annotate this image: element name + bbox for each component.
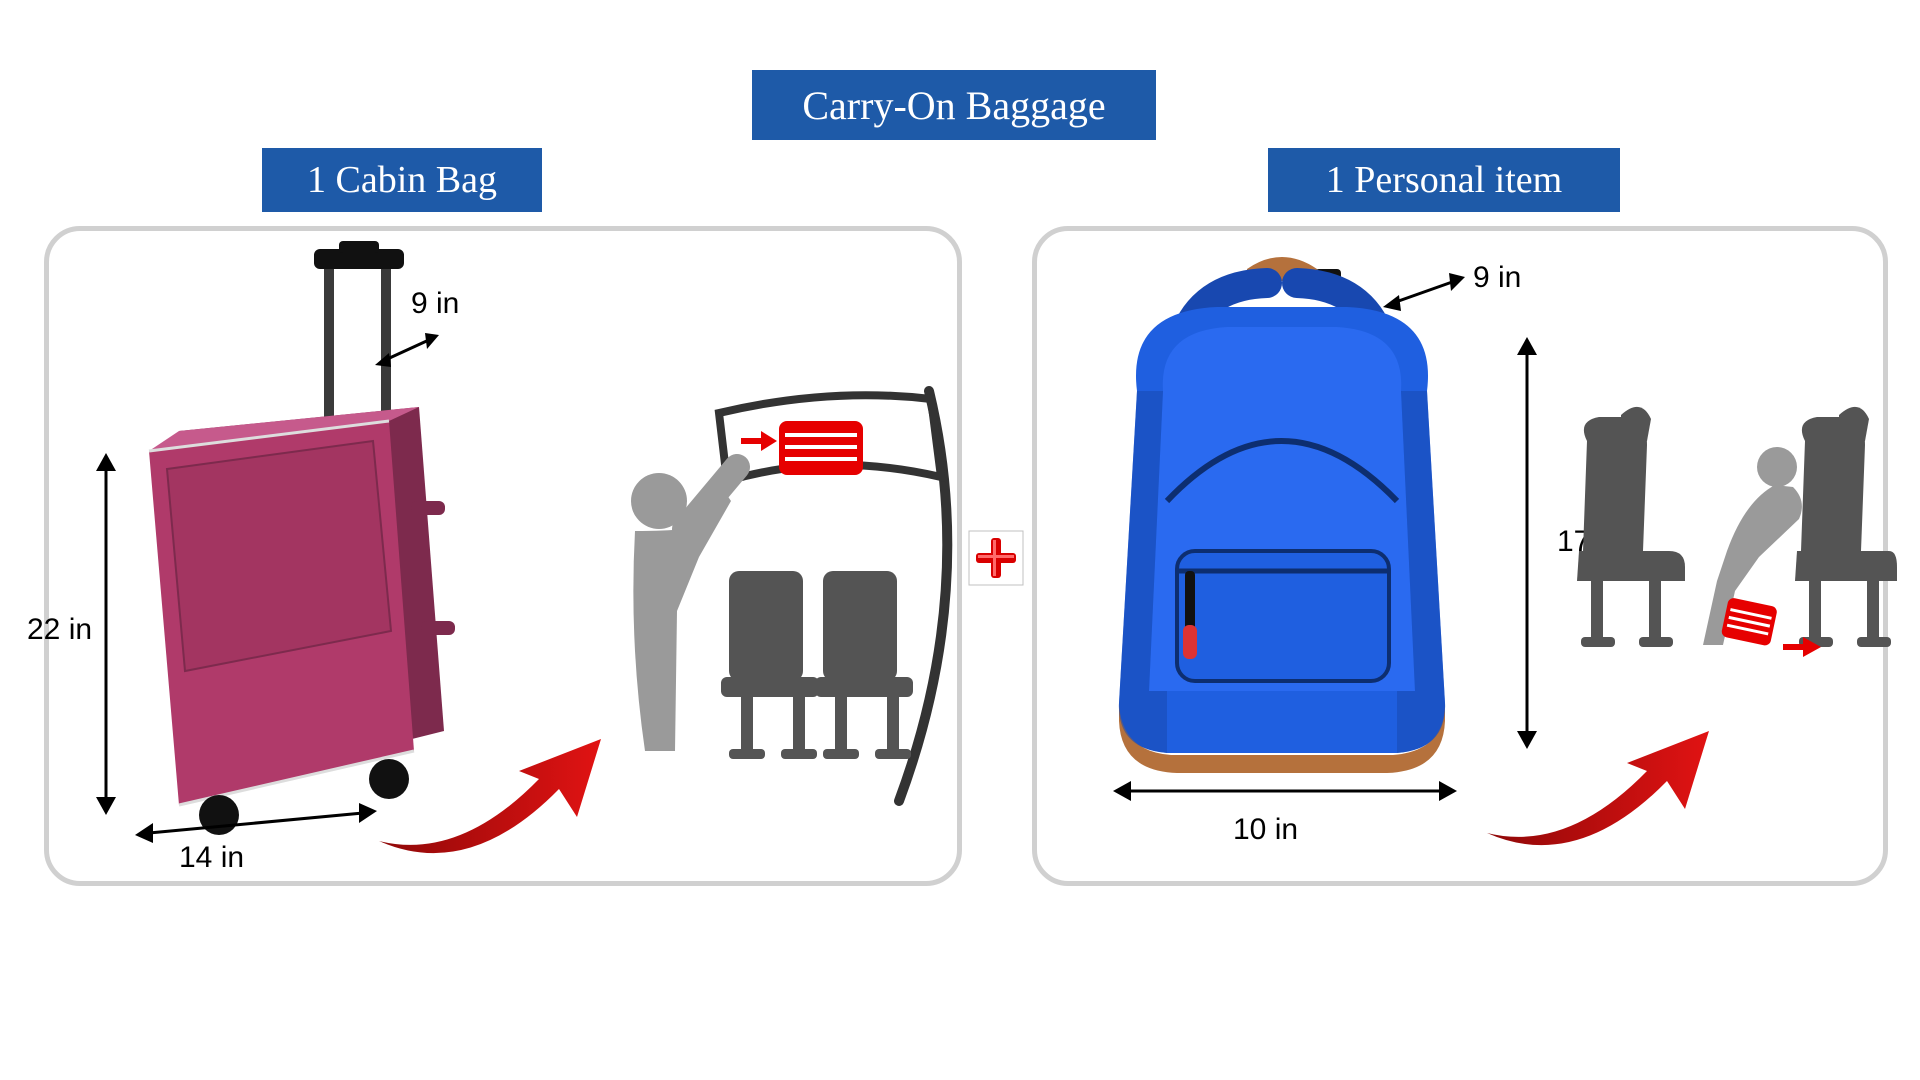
dim-arrow-depth-r [1377, 265, 1473, 321]
personal-item-label: 1 Personal item [1326, 158, 1562, 202]
dim-height-label: 22 in [27, 613, 92, 647]
cabin-bag-panel: 9 in 22 in 14 in [44, 226, 962, 886]
backpack-illustration [1067, 251, 1497, 791]
dim-arrow-width [131, 801, 381, 851]
dim-arrow-depth [369, 321, 449, 381]
dim-arrow-height-r [1507, 333, 1547, 753]
cabin-bag-badge: 1 Cabin Bag [262, 148, 542, 212]
title-badge: Carry-On Baggage [752, 70, 1156, 140]
red-arrow-icon [369, 731, 609, 861]
overhead-bin-icon [589, 381, 959, 811]
dim-width-label: 14 in [179, 841, 244, 875]
dim-width-r-label: 10 in [1233, 813, 1298, 847]
dim-depth-label: 9 in [411, 287, 459, 321]
personal-item-panel: 9 in 17 in 10 in [1032, 226, 1888, 886]
personal-item-badge: 1 Personal item [1268, 148, 1620, 212]
dim-depth-r-label: 9 in [1473, 261, 1521, 295]
dim-arrow-width-r [1109, 771, 1461, 811]
title-text: Carry-On Baggage [802, 82, 1105, 129]
infographic-stage: Carry-On Baggage 1 Cabin Bag 1 Personal … [0, 0, 1920, 1080]
red-arrow-icon-r [1477, 723, 1717, 853]
under-seat-icon [1577, 401, 1897, 701]
plus-icon [968, 530, 1024, 586]
cabin-bag-label: 1 Cabin Bag [307, 158, 497, 202]
